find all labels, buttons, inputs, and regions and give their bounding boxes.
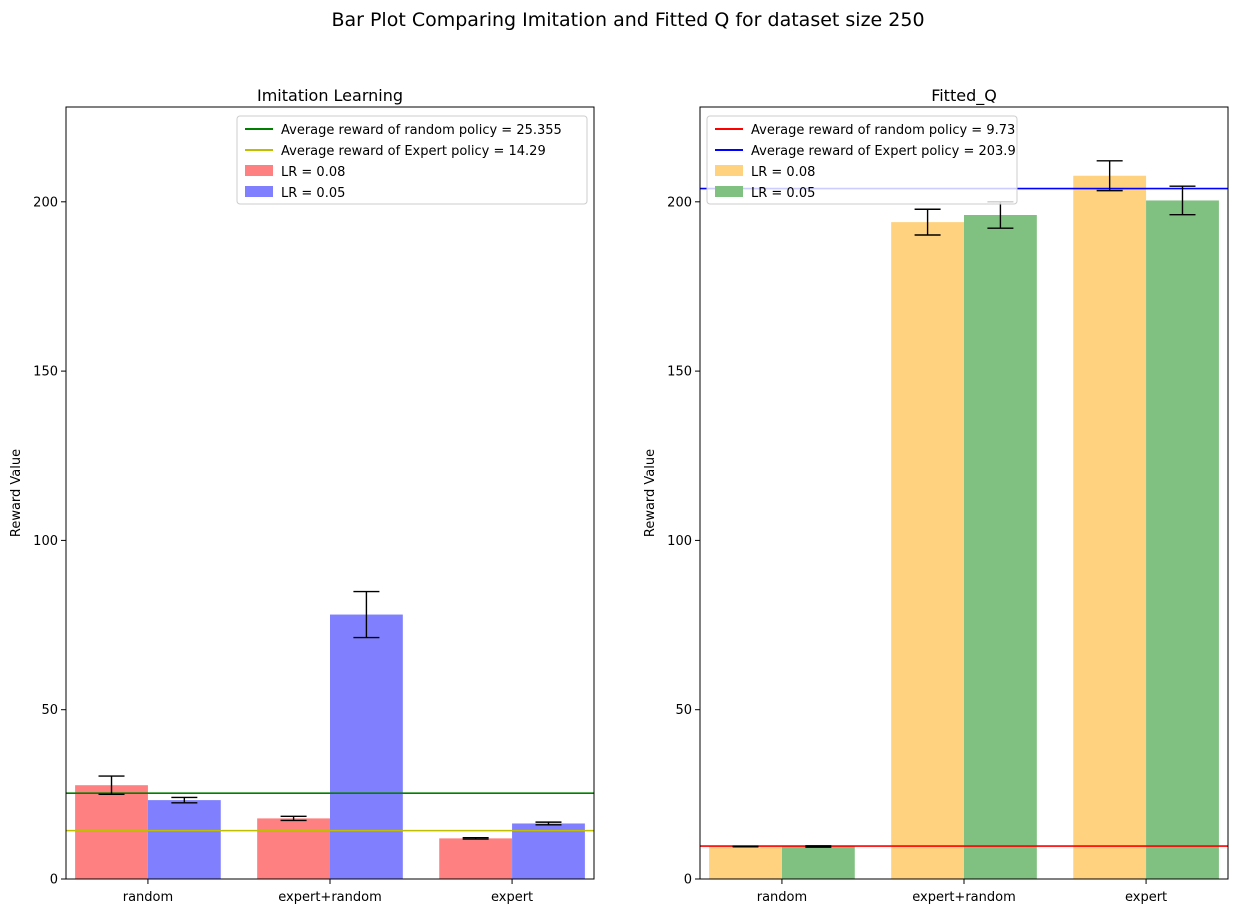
y-tick-label: 50 xyxy=(41,703,58,718)
fitted-q-panel: Fitted_Q Reward Value 0 50 100 150 200 random ex… xyxy=(643,86,1229,905)
bar xyxy=(512,823,585,879)
y-tick-label: 200 xyxy=(33,195,58,210)
legend-label: Average reward of Expert policy = 14.29 xyxy=(281,144,546,159)
bar xyxy=(257,818,330,879)
bar xyxy=(147,800,221,879)
y-tick-label: 200 xyxy=(667,195,692,210)
imitation-learning-panel: Imitation Learning Reward Value 0 50 100 150 2… xyxy=(9,86,595,905)
bar xyxy=(781,846,855,879)
panel-title: Imitation Learning xyxy=(257,86,403,105)
legend-label: LR = 0.08 xyxy=(751,165,815,180)
y-tick-label: 0 xyxy=(684,873,692,888)
x-tick-label: expert+random xyxy=(912,890,1015,905)
x-tick-label: expert+random xyxy=(278,890,381,905)
panel-title: Fitted_Q xyxy=(931,86,997,106)
x-tick-label: random xyxy=(123,890,173,905)
y-tick-label: 100 xyxy=(667,534,692,549)
legend-swatch xyxy=(715,165,743,176)
legend-label: Average reward of Expert policy = 203.9 xyxy=(751,144,1016,159)
legend-swatch xyxy=(245,186,273,197)
bar xyxy=(964,215,1037,880)
y-axis-label: Reward Value xyxy=(9,449,24,537)
bar xyxy=(75,785,148,879)
y-axis-label: Reward Value xyxy=(643,449,658,537)
y-tick-label: 100 xyxy=(33,534,58,549)
bar xyxy=(439,838,513,879)
x-tick-label: expert xyxy=(491,890,533,905)
x-tick-label: random xyxy=(757,890,807,905)
x-tick-label: expert xyxy=(1125,890,1167,905)
bar xyxy=(1073,175,1147,879)
y-tick-label: 150 xyxy=(667,365,692,380)
legend-label: Average reward of random policy = 25.355 xyxy=(281,123,562,138)
y-tick-label: 150 xyxy=(33,365,58,380)
legend-label: LR = 0.05 xyxy=(281,186,345,201)
legend: Average reward of random policy = 9.73 Av… xyxy=(706,115,1018,205)
bar xyxy=(330,614,403,879)
legend-swatch xyxy=(245,165,273,176)
bar xyxy=(709,846,782,879)
legend-box xyxy=(236,115,588,205)
legend-label: LR = 0.08 xyxy=(281,165,345,180)
figure-title: Bar Plot Comparing Imitation and Fitted … xyxy=(331,9,924,31)
legend-swatch xyxy=(715,186,743,197)
legend-label: Average reward of random policy = 9.73 xyxy=(751,123,1015,138)
legend-label: LR = 0.05 xyxy=(751,186,815,201)
bar xyxy=(891,222,964,879)
y-tick-label: 50 xyxy=(675,703,692,718)
y-tick-label: 0 xyxy=(50,873,58,888)
bar xyxy=(1146,200,1219,879)
legend: Average reward of random policy = 25.355… xyxy=(236,115,588,205)
legend-box xyxy=(706,115,1018,205)
